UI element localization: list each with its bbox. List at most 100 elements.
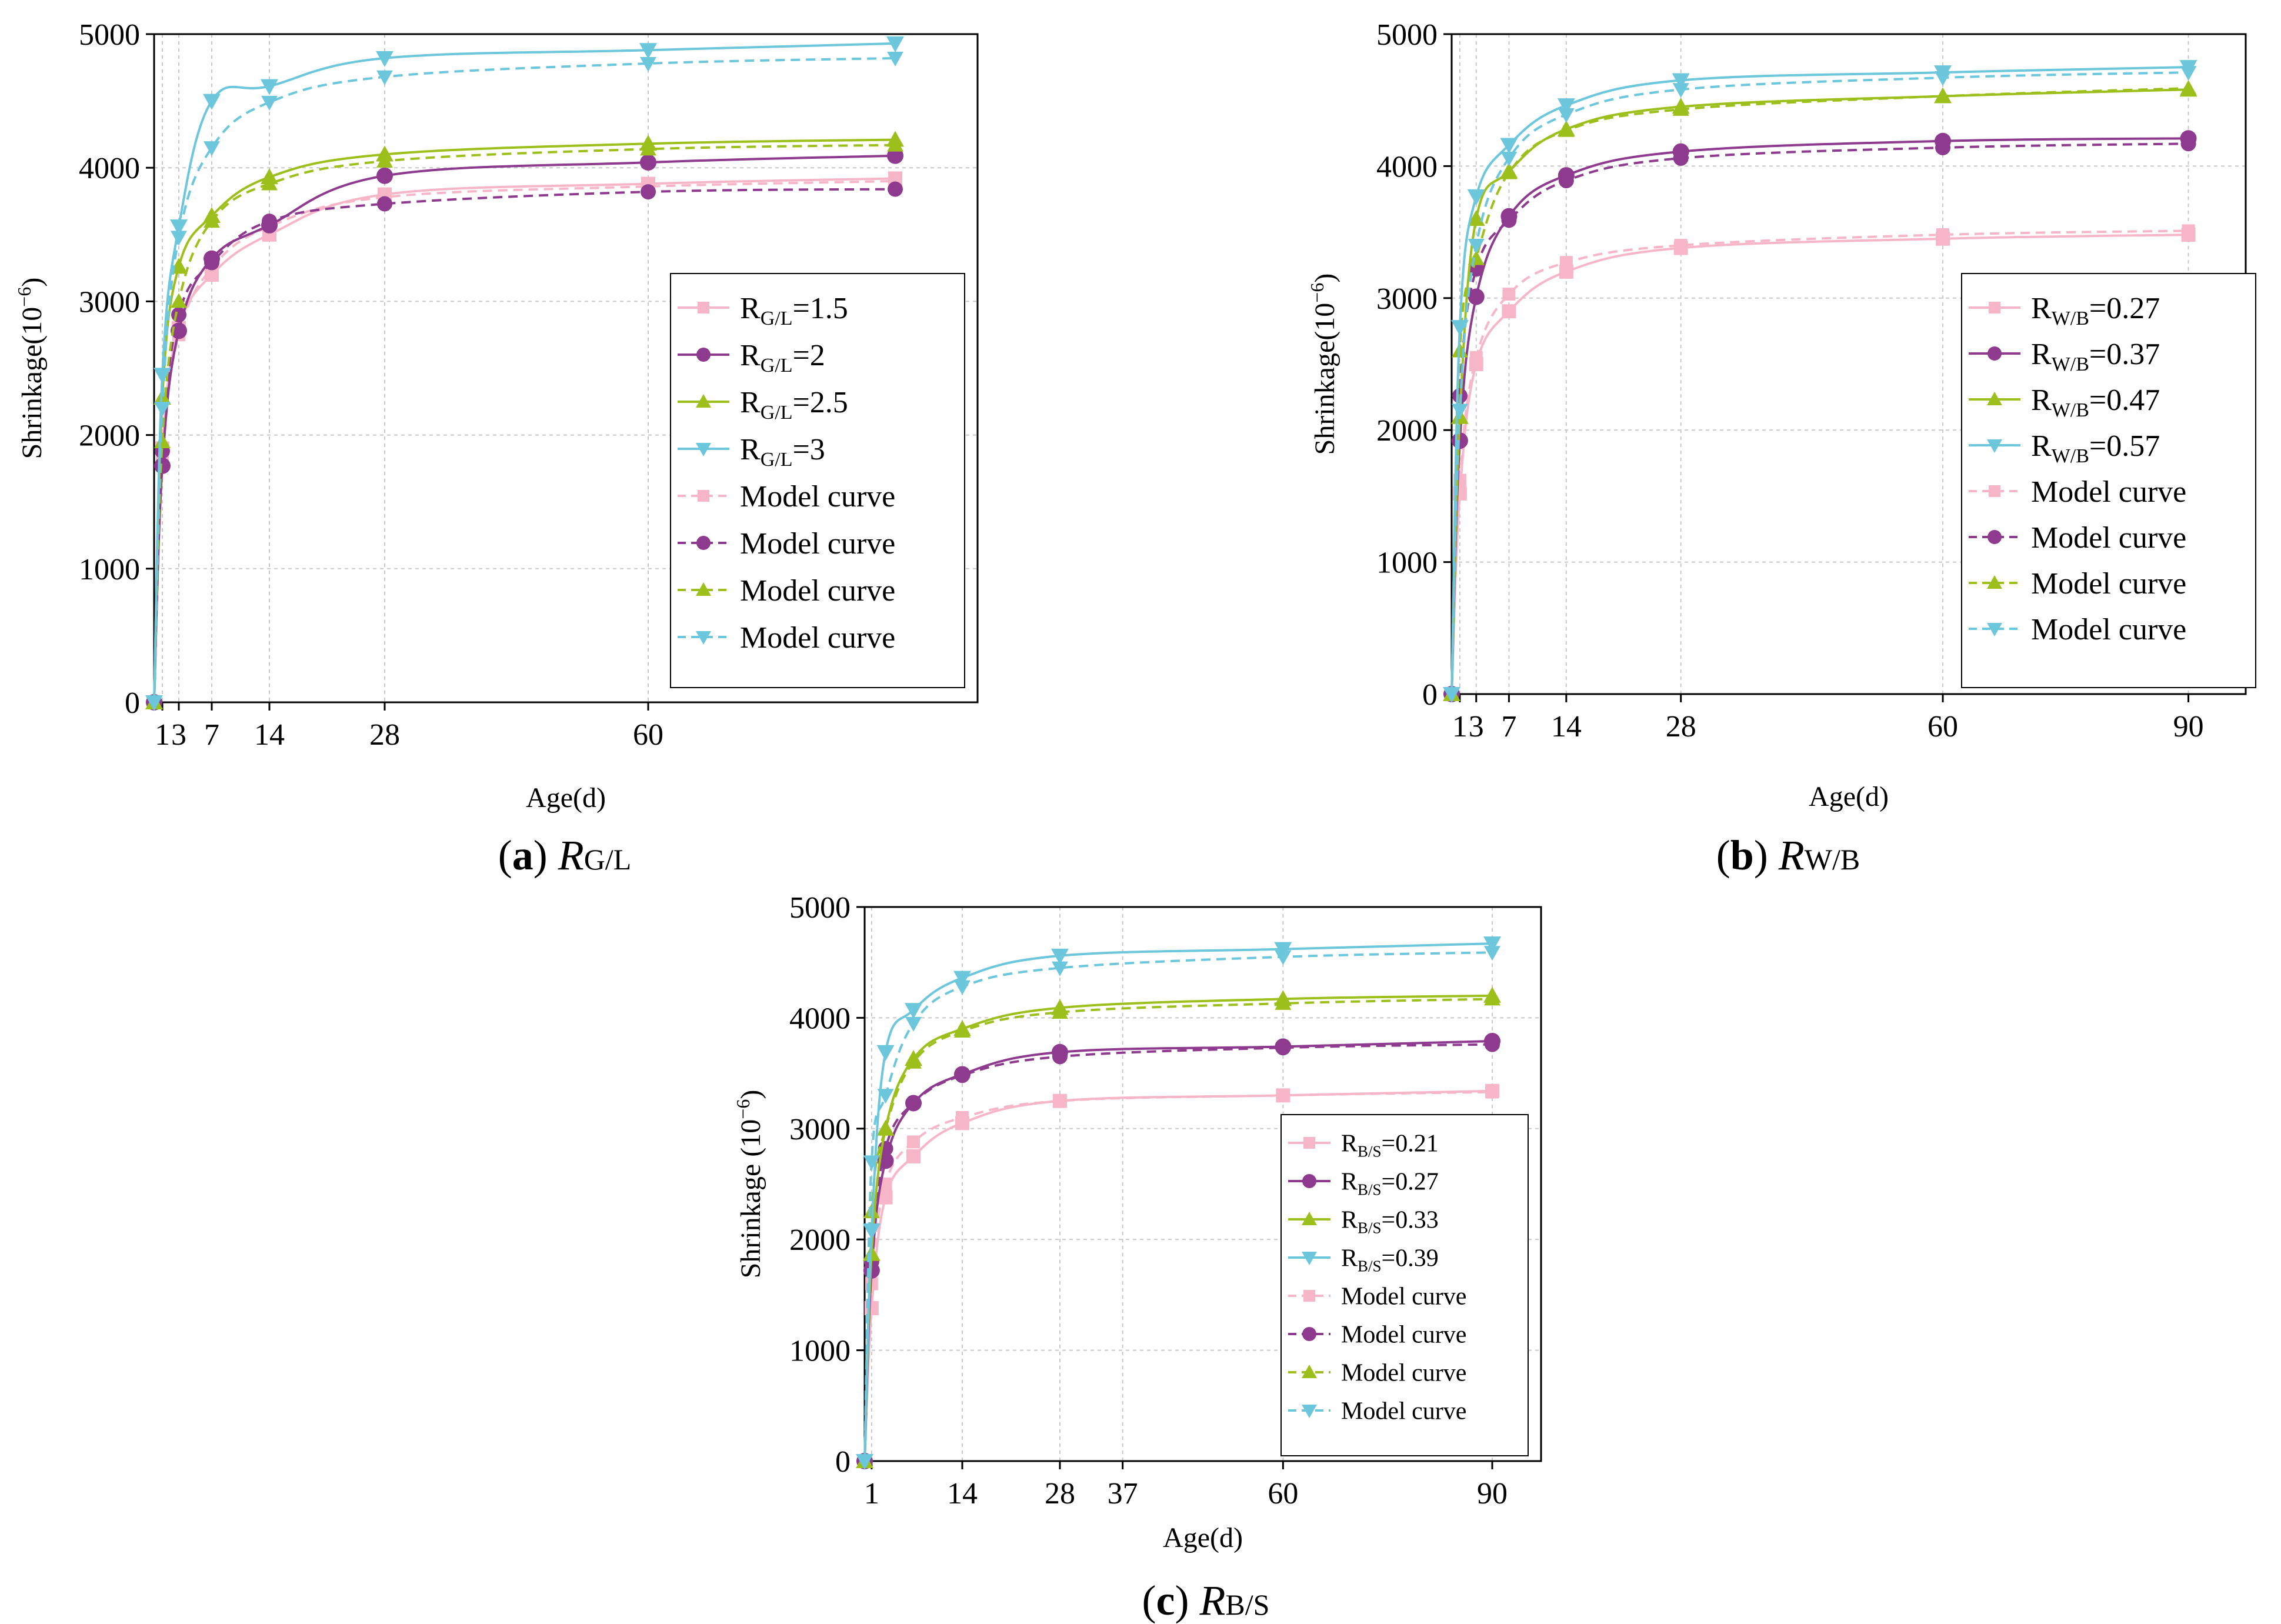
x-tick-label: 60	[633, 718, 663, 752]
model-point	[856, 1455, 873, 1469]
legend-label: Model curve	[2031, 567, 2186, 601]
model-point	[376, 152, 393, 168]
model-curve-line	[153, 56, 896, 703]
data-point	[1468, 288, 1485, 305]
y-tick-label: 4000	[789, 1002, 851, 1035]
legend-label: Model curve	[1341, 1398, 1466, 1425]
legend-label: Model curve	[2031, 613, 2186, 646]
x-tick-label: 14	[1551, 710, 1582, 743]
model-point	[953, 980, 971, 995]
x-tick-label: 28	[369, 718, 400, 752]
x-tick-label: 14	[254, 718, 285, 752]
model-point	[146, 696, 162, 711]
model-point	[887, 51, 903, 66]
model-point	[1502, 288, 1516, 301]
data-point	[1500, 138, 1518, 154]
model-point	[1468, 250, 1485, 265]
data-point	[1672, 73, 1690, 89]
legend: RG/L=1.5 RG/L=2 RG/L=2.5 RG/L=3 Model curve M…	[670, 273, 965, 688]
model-point	[261, 95, 278, 111]
model-point	[1451, 404, 1468, 419]
data-point	[906, 1149, 921, 1163]
y-axis-title: Shrinkage (10−6)	[732, 1090, 766, 1279]
x-tick-label: 90	[2173, 710, 2204, 743]
legend-marker	[1302, 1212, 1317, 1225]
legend-box	[1961, 273, 2256, 688]
data-point	[1557, 98, 1575, 115]
model-point	[1275, 995, 1292, 1010]
legend-label: RB/S=0.39	[1341, 1245, 1439, 1275]
legend-marker	[1302, 1365, 1317, 1378]
legend-label: RB/S=0.21	[1341, 1131, 1439, 1161]
model-point	[1485, 1036, 1500, 1052]
series-3	[145, 36, 904, 711]
data-point	[862, 1223, 881, 1240]
chart-b: 0 1000 2000 3000 4000 5000 1 3 7 14 28 60 90 Age(d) Sh…	[1306, 18, 2256, 879]
legend-label: RG/L=1.5	[740, 292, 848, 329]
data-point	[376, 51, 393, 67]
model-point	[1275, 950, 1292, 965]
legend-marker	[1302, 1174, 1316, 1188]
y-tick-label: 5000	[79, 18, 140, 52]
legend-marker	[696, 443, 711, 456]
data-point	[1467, 210, 1485, 226]
model-point	[1486, 1085, 1499, 1099]
y-axis-title: Shrinkage(10−6)	[14, 278, 48, 459]
y-axis-title: Shrinkage(10−6)	[1306, 274, 1340, 455]
data-point	[886, 36, 904, 52]
legend-marker	[1303, 1137, 1315, 1149]
model-point	[1469, 351, 1483, 364]
legend-label: Model curve	[740, 621, 895, 655]
model-point	[905, 1016, 922, 1032]
model-point	[955, 1111, 969, 1124]
legend-label: Model curve	[740, 574, 895, 608]
model-point	[1935, 71, 1952, 86]
y-tick-label: 2000	[79, 419, 140, 453]
y-tick-label: 5000	[789, 891, 851, 925]
y-tick-label: 5000	[1376, 18, 1438, 52]
y-tick-label: 1000	[789, 1335, 851, 1368]
model-point	[2182, 224, 2195, 238]
model-point	[641, 184, 656, 200]
data-point	[154, 368, 171, 384]
legend-label: Model curve	[740, 527, 895, 561]
chart-c: 0 1000 2000 3000 4000 5000 1 14 28 37 60 90 Age(d) Sh…	[732, 891, 1542, 1624]
model-point	[877, 1089, 894, 1104]
data-point	[639, 43, 657, 59]
y-tick-label: 4000	[1376, 150, 1438, 184]
model-point	[1052, 1049, 1068, 1065]
data-point	[1274, 942, 1292, 958]
model-point	[1484, 946, 1501, 961]
legend-label: Model curve	[1341, 1322, 1466, 1349]
legend-label: Model curve	[2031, 521, 2186, 555]
legend-marker	[1987, 392, 2002, 405]
model-point	[1468, 239, 1485, 254]
legend-label: Model curve	[2031, 475, 2186, 509]
legend-marker	[1987, 346, 2002, 361]
model-point	[906, 1135, 920, 1149]
legend-marker	[1302, 1252, 1317, 1265]
x-tick-label: 90	[1477, 1477, 1508, 1510]
legend: RB/S=0.21 RB/S=0.27 RB/S=0.33 RB/S=0.39 Mode…	[1280, 1114, 1529, 1456]
data-point	[1051, 948, 1069, 965]
model-point	[377, 196, 392, 212]
legend-box	[1280, 1114, 1529, 1456]
data-point	[1467, 189, 1485, 206]
model-point	[1558, 122, 1575, 137]
x-tick-label: 28	[1045, 1477, 1075, 1510]
data-point	[953, 971, 971, 987]
legend-marker	[1987, 530, 2002, 544]
series-3	[856, 936, 1502, 1470]
model-point	[171, 293, 187, 308]
legend-label: Model curve	[1341, 1283, 1466, 1310]
model-point	[905, 1053, 922, 1069]
data-point	[1502, 304, 1516, 319]
legend-marker	[696, 348, 711, 362]
model-point	[1051, 961, 1068, 976]
model-point	[262, 214, 277, 229]
x-tick-label: 37	[1108, 1477, 1138, 1510]
model-point	[1484, 991, 1501, 1006]
model-point	[204, 141, 220, 156]
y-tick-label: 3000	[79, 285, 140, 319]
legend-label: Model curve	[740, 480, 895, 513]
